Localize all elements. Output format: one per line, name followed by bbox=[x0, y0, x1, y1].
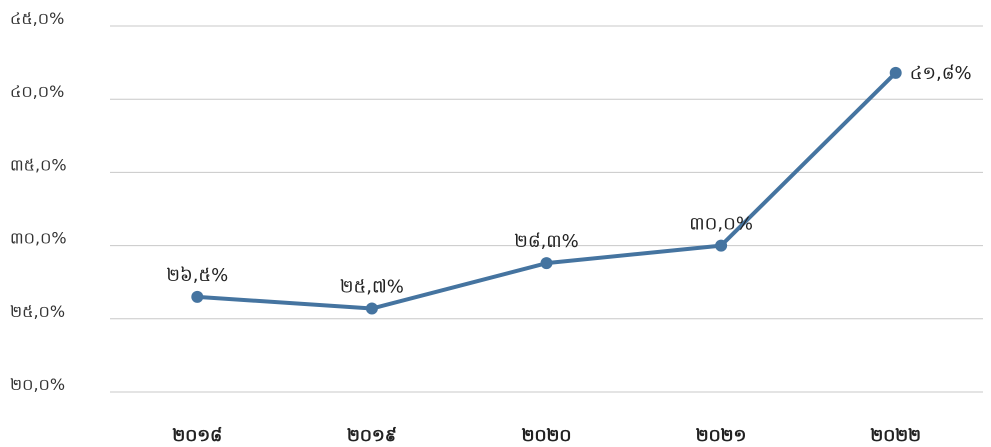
y-tick-label: ៣៥,០% bbox=[10, 155, 67, 174]
y-tick-label: ៣០,០% bbox=[10, 229, 67, 248]
data-point bbox=[365, 302, 378, 315]
y-tick-label: ៤០,០% bbox=[10, 82, 64, 101]
gridlines bbox=[110, 25, 983, 393]
y-axis-tick-labels: ២០,០% ២៥,០% ៣០,០% ៣៥,០% ៤០,០% ៤៥,០% bbox=[10, 9, 67, 394]
x-tick-label: ២០១៩ bbox=[347, 426, 397, 446]
data-labels: ២៦,៥% ២៥,៧% ២៨,៣% ៣០,០% ៤១,៨% bbox=[166, 63, 971, 298]
data-label: ៣០,០% bbox=[689, 214, 753, 235]
series bbox=[191, 66, 902, 315]
data-label: ២៥,៧% bbox=[340, 277, 404, 298]
y-tick-label: ២៥,០% bbox=[10, 302, 65, 321]
x-tick-label: ២០១៨ bbox=[172, 426, 222, 446]
data-point bbox=[191, 290, 204, 303]
x-tick-label: ២០២១ bbox=[696, 426, 747, 446]
data-label: ២៨,៣% bbox=[514, 231, 579, 252]
y-tick-label: ៤៥,០% bbox=[10, 9, 64, 28]
data-label: ២៦,៥% bbox=[166, 265, 228, 286]
data-label: ៤១,៨% bbox=[910, 63, 972, 84]
y-tick-label: ២០,០% bbox=[10, 375, 65, 394]
x-axis-tick-labels: ២០១៨ ២០១៩ ២០២០ ២០២១ ២០២២ bbox=[172, 426, 921, 446]
x-tick-label: ២០២០ bbox=[522, 426, 572, 446]
data-point bbox=[715, 239, 728, 252]
data-point bbox=[540, 257, 553, 270]
x-tick-label: ២០២២ bbox=[870, 426, 921, 446]
series-line bbox=[195, 70, 898, 311]
data-point bbox=[889, 66, 902, 79]
